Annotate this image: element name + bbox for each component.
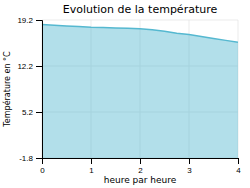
tick-label: -1.8 bbox=[19, 154, 33, 163]
tick-label: 12.2 bbox=[17, 62, 33, 71]
tick: 19.2 bbox=[17, 16, 42, 25]
tick-label: 19.2 bbox=[17, 16, 33, 25]
tick-label: 2 bbox=[138, 166, 143, 175]
line bbox=[42, 25, 238, 43]
plot: 0 1 2 3 4 -1.8 5.2 12.2 19.2 bbox=[17, 16, 241, 175]
x-axis: 0 1 2 3 4 bbox=[40, 158, 241, 175]
tick-mark bbox=[91, 158, 92, 164]
marks bbox=[42, 25, 238, 158]
title: Evolution de la température bbox=[63, 3, 218, 16]
chart: 0 1 2 3 4 -1.8 5.2 12.2 19.2 Evolution de la temp… bbox=[0, 0, 250, 188]
y-axis-title: Température en °C bbox=[2, 51, 12, 128]
tick: 12.2 bbox=[17, 62, 42, 71]
tick-label: 5.2 bbox=[22, 108, 34, 117]
area bbox=[42, 25, 238, 158]
tick-mark bbox=[36, 20, 42, 21]
tick: 2 bbox=[138, 158, 143, 175]
tick: 4 bbox=[236, 158, 241, 175]
tick-mark bbox=[36, 112, 42, 113]
tick-mark bbox=[238, 158, 239, 164]
y-axis: -1.8 5.2 12.2 19.2 bbox=[17, 16, 42, 163]
tick: 5.2 bbox=[22, 108, 42, 117]
tick-label: 4 bbox=[236, 166, 241, 175]
tick-mark bbox=[140, 158, 141, 164]
tick: -1.8 bbox=[19, 154, 42, 163]
tick-mark bbox=[189, 158, 190, 164]
tick-label: 0 bbox=[40, 166, 45, 175]
axis-line bbox=[36, 21, 43, 159]
tick-mark bbox=[36, 158, 42, 159]
tick-label: 3 bbox=[187, 166, 192, 175]
axis-line bbox=[43, 159, 239, 165]
tick: 1 bbox=[89, 158, 94, 175]
tick-label: 1 bbox=[89, 166, 94, 175]
grid-line bbox=[42, 20, 238, 21]
tick: 0 bbox=[40, 158, 45, 175]
x-axis-title: heure par heure bbox=[104, 175, 177, 185]
grid bbox=[42, 20, 238, 158]
tick-mark bbox=[36, 66, 42, 67]
tick: 3 bbox=[187, 158, 192, 175]
